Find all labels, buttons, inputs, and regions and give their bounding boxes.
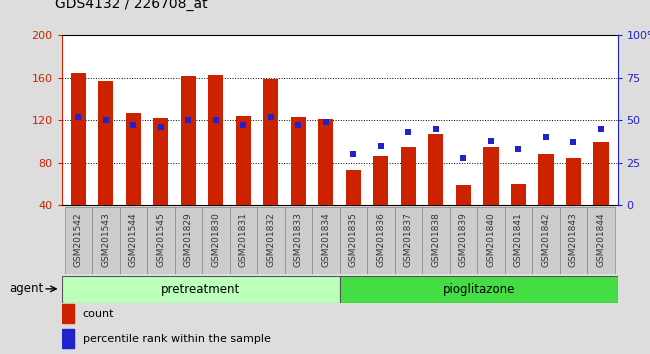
Bar — [62, 276, 339, 303]
Bar — [208, 75, 224, 205]
Text: GSM201843: GSM201843 — [569, 212, 578, 267]
Bar — [428, 134, 443, 205]
Bar — [450, 207, 477, 274]
Bar — [181, 76, 196, 205]
Bar — [92, 207, 120, 274]
Text: GSM201842: GSM201842 — [541, 212, 551, 267]
Bar — [229, 207, 257, 274]
Bar — [401, 147, 416, 205]
Bar — [125, 113, 141, 205]
Text: pioglitazone: pioglitazone — [443, 283, 515, 296]
Bar — [62, 304, 74, 323]
Text: GSM201543: GSM201543 — [101, 212, 111, 267]
Text: GSM201836: GSM201836 — [376, 212, 385, 267]
Bar — [367, 207, 395, 274]
Text: count: count — [83, 309, 114, 319]
Bar — [484, 147, 499, 205]
Bar — [566, 158, 581, 205]
Bar — [291, 117, 306, 205]
Text: percentile rank within the sample: percentile rank within the sample — [83, 333, 271, 344]
Bar — [263, 79, 278, 205]
Bar — [147, 207, 175, 274]
Bar — [346, 170, 361, 205]
Text: GDS4132 / 226708_at: GDS4132 / 226708_at — [55, 0, 208, 11]
Bar — [62, 329, 74, 348]
Bar — [373, 156, 389, 205]
Text: GSM201830: GSM201830 — [211, 212, 220, 267]
Text: GSM201834: GSM201834 — [321, 212, 330, 267]
Bar — [532, 207, 560, 274]
Bar — [593, 142, 608, 205]
Text: GSM201829: GSM201829 — [184, 212, 193, 267]
Bar — [587, 207, 615, 274]
Bar — [318, 119, 333, 205]
Bar — [395, 207, 422, 274]
Bar — [511, 184, 526, 205]
Bar — [175, 207, 202, 274]
Bar — [257, 207, 285, 274]
Text: GSM201841: GSM201841 — [514, 212, 523, 267]
Bar — [71, 73, 86, 205]
Bar — [120, 207, 147, 274]
Bar — [504, 207, 532, 274]
Text: GSM201839: GSM201839 — [459, 212, 468, 267]
Bar — [64, 207, 92, 274]
Bar — [312, 207, 339, 274]
Text: GSM201545: GSM201545 — [156, 212, 165, 267]
Bar — [422, 207, 450, 274]
Bar — [538, 154, 554, 205]
Text: GSM201544: GSM201544 — [129, 212, 138, 267]
Bar — [560, 207, 587, 274]
Bar — [456, 185, 471, 205]
Bar — [98, 81, 113, 205]
Bar — [339, 276, 618, 303]
Bar — [236, 116, 251, 205]
Text: GSM201542: GSM201542 — [73, 212, 83, 267]
Text: GSM201844: GSM201844 — [597, 212, 606, 267]
Bar — [202, 207, 229, 274]
Bar — [285, 207, 312, 274]
Text: GSM201831: GSM201831 — [239, 212, 248, 267]
Text: GSM201835: GSM201835 — [349, 212, 358, 267]
Text: GSM201838: GSM201838 — [432, 212, 441, 267]
Text: agent: agent — [9, 282, 44, 295]
Text: pretreatment: pretreatment — [161, 283, 240, 296]
Text: GSM201840: GSM201840 — [486, 212, 495, 267]
Bar — [477, 207, 504, 274]
Bar — [153, 118, 168, 205]
Text: GSM201832: GSM201832 — [266, 212, 276, 267]
Bar — [339, 207, 367, 274]
Text: GSM201833: GSM201833 — [294, 212, 303, 267]
Text: GSM201837: GSM201837 — [404, 212, 413, 267]
